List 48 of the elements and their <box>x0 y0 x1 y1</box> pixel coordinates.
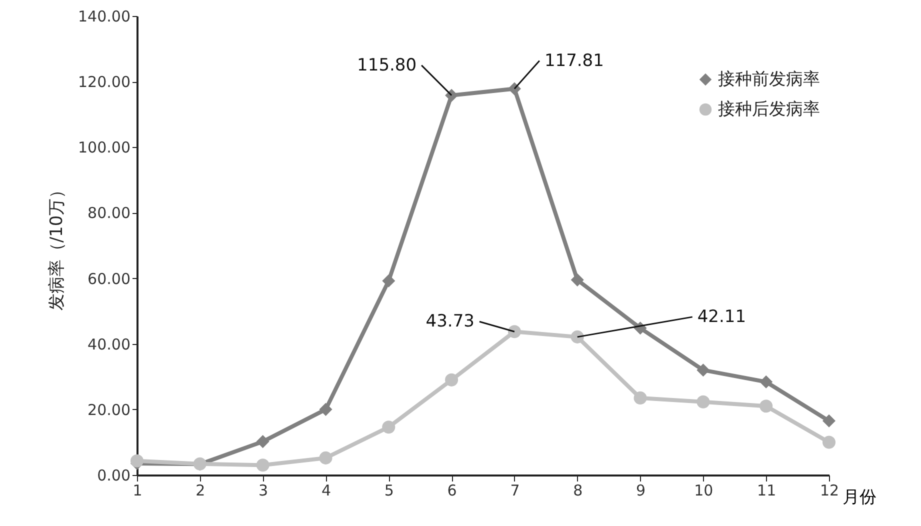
point <box>319 402 332 416</box>
annotation: 42.11 <box>697 306 746 327</box>
y-tick-label: 120.00 <box>78 73 130 92</box>
point <box>256 458 270 472</box>
legend-label: 接种后发病率 <box>718 100 820 120</box>
point <box>256 435 270 448</box>
x-tick-label: 8 <box>573 482 583 500</box>
y-tick-label: 140.00 <box>78 8 130 26</box>
y-axis-title: 发病率（/10万） <box>47 181 68 311</box>
x-tick-label: 7 <box>510 482 520 500</box>
point <box>382 274 396 288</box>
point <box>760 375 773 388</box>
point <box>130 454 144 468</box>
point <box>570 273 584 286</box>
point <box>634 391 647 404</box>
point <box>822 436 836 449</box>
point <box>822 414 836 428</box>
point <box>570 330 584 344</box>
y-tick-label: 100.00 <box>78 138 130 157</box>
y-tick-label: 60.00 <box>88 270 130 288</box>
legend-label: 接种前发病率 <box>718 70 820 90</box>
x-tick-label: 3 <box>258 482 268 500</box>
x-tick-label: 10 <box>694 482 714 500</box>
point <box>696 395 710 408</box>
x-tick-label: 1 <box>132 482 142 500</box>
x-tick-label: 9 <box>636 482 646 500</box>
point <box>760 400 773 413</box>
x-tick-label: 5 <box>384 482 394 500</box>
x-tick-label: 6 <box>447 482 457 500</box>
y-tick-label: 0.00 <box>97 466 130 484</box>
y-tick-label: 80.00 <box>88 204 130 222</box>
point <box>445 373 458 386</box>
y-tick-label: 40.00 <box>88 335 130 354</box>
x-axis-title: 月份 <box>842 488 876 508</box>
annotation: 115.80 <box>357 55 417 76</box>
annotation: 43.73 <box>426 312 474 332</box>
y-tick-label: 20.00 <box>88 400 130 419</box>
x-tick-label: 4 <box>321 482 331 500</box>
point <box>445 88 458 102</box>
point <box>319 451 332 464</box>
x-tick-label: 11 <box>757 482 776 500</box>
x-tick-label: 2 <box>196 482 206 500</box>
point <box>508 82 521 96</box>
point <box>696 364 710 377</box>
annotation: 117.81 <box>544 50 604 71</box>
point <box>382 420 396 434</box>
point <box>508 325 521 338</box>
x-tick-label: 12 <box>820 482 840 500</box>
